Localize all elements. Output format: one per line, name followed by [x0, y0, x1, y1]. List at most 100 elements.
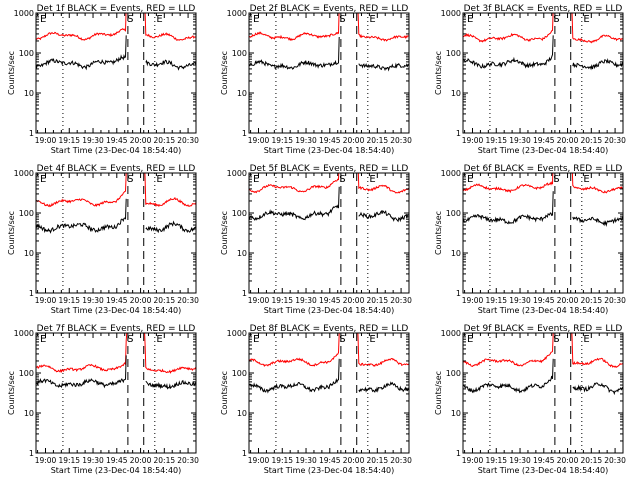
- x-tick-label: 19:00: [462, 456, 484, 465]
- x-tick-label: 20:30: [390, 296, 412, 305]
- x-tick-label: 19:15: [271, 296, 293, 305]
- end-marker-label: E: [369, 14, 375, 25]
- y-axis-label: Counts/sec: [220, 211, 229, 255]
- end-marker-label: E: [467, 174, 473, 185]
- x-tick-label: 19:00: [248, 296, 270, 305]
- panel-title: Det 3f BLACK = Events, RED = LLD: [464, 4, 623, 14]
- series-lld-line: [463, 13, 623, 44]
- y-tick-label: 100: [19, 369, 34, 378]
- x-tick-label: 19:30: [295, 136, 317, 145]
- end-marker-label: E: [583, 334, 589, 345]
- y-tick-label: 100: [232, 49, 247, 58]
- panel-det-8: Det 8f BLACK = Events, RED = LLD 1 10 100 10…: [220, 324, 412, 475]
- x-tick-label: 20:30: [390, 136, 412, 145]
- y-tick-label: 1: [29, 289, 34, 298]
- x-tick-label: 19:15: [271, 136, 293, 145]
- y-tick-label: 1000: [227, 169, 247, 178]
- series-events-line: [249, 36, 409, 72]
- y-tick-label: 100: [446, 209, 461, 218]
- x-tick-label: 20:30: [177, 456, 199, 465]
- plot-frame: [462, 332, 624, 454]
- end-marker-label: E: [156, 14, 162, 25]
- series-lld-line: [249, 333, 409, 368]
- panel-title: Det 1f BLACK = Events, RED = LLD: [37, 4, 196, 14]
- plot-frame: [35, 172, 197, 294]
- series-events-line: [249, 358, 409, 394]
- start-marker-label: S: [339, 334, 345, 345]
- x-tick-label: 20:00: [343, 136, 365, 145]
- y-tick-label: 1: [29, 449, 34, 458]
- x-tick-label: 20:30: [604, 456, 626, 465]
- panel-title: Det 8f BLACK = Events, RED = LLD: [250, 324, 409, 334]
- y-tick-label: 1000: [441, 169, 461, 178]
- y-tick-label: 1000: [14, 329, 34, 338]
- y-tick-label: 100: [232, 209, 247, 218]
- y-axis-label: Counts/sec: [220, 51, 229, 95]
- x-tick-label: 19:15: [271, 456, 293, 465]
- y-tick-label: 1: [29, 129, 34, 138]
- series-events-line: [463, 35, 623, 71]
- y-tick-label: 10: [451, 249, 461, 258]
- series-lld-line: [249, 173, 409, 194]
- panel-det-1: Det 1f BLACK = Events, RED = LLD 1 10 100 10…: [7, 4, 199, 155]
- x-tick-label: 20:15: [154, 296, 176, 305]
- y-tick-label: 1: [456, 129, 461, 138]
- x-tick-label: 20:30: [177, 296, 199, 305]
- y-tick-label: 1000: [227, 329, 247, 338]
- x-tick-label: 19:15: [58, 296, 80, 305]
- y-axis-label: Counts/sec: [434, 211, 443, 255]
- series-events-line: [249, 186, 409, 223]
- series-events-line: [36, 35, 196, 71]
- start-marker-label: S: [339, 174, 345, 185]
- x-tick-label: 20:15: [581, 296, 603, 305]
- series-events-line: [36, 198, 196, 234]
- y-axis-label: Counts/sec: [7, 211, 16, 255]
- panel-title: Det 2f BLACK = Events, RED = LLD: [250, 4, 409, 14]
- x-tick-label: 20:15: [367, 456, 389, 465]
- start-marker-label: S: [339, 14, 345, 25]
- y-tick-label: 100: [232, 369, 247, 378]
- x-tick-label: 20:30: [390, 456, 412, 465]
- end-marker-label: E: [253, 14, 259, 25]
- x-tick-label: 19:45: [319, 296, 341, 305]
- y-tick-label: 1000: [441, 329, 461, 338]
- y-axis-label: Counts/sec: [7, 371, 16, 415]
- start-marker-label: S: [127, 14, 133, 25]
- x-tick-label: 20:00: [130, 136, 152, 145]
- x-tick-label: 19:15: [58, 456, 80, 465]
- x-tick-label: 20:00: [343, 296, 365, 305]
- end-marker-label: E: [467, 14, 473, 25]
- end-marker-label: E: [583, 174, 589, 185]
- x-tick-label: 19:15: [485, 136, 507, 145]
- x-tick-label: 19:30: [509, 136, 531, 145]
- x-tick-label: 19:00: [35, 456, 57, 465]
- end-marker-label: E: [467, 334, 473, 345]
- end-marker-label: E: [40, 334, 46, 345]
- x-tick-label: 19:30: [295, 456, 317, 465]
- plot-frame: [248, 332, 410, 454]
- x-tick-label: 20:15: [367, 136, 389, 145]
- panel-det-4: Det 4f BLACK = Events, RED = LLD 1 10 100 10…: [7, 164, 199, 315]
- x-tick-label: 19:45: [106, 296, 128, 305]
- y-axis-label: Counts/sec: [220, 371, 229, 415]
- end-marker-label: E: [583, 14, 589, 25]
- plot-frame: [248, 12, 410, 134]
- y-tick-label: 10: [237, 89, 247, 98]
- start-marker-label: S: [553, 334, 559, 345]
- x-axis-label: Start Time (23-Dec-04 18:54:40): [264, 306, 395, 315]
- y-tick-label: 10: [24, 89, 34, 98]
- panel-det-7: Det 7f BLACK = Events, RED = LLD 1 10 100 10…: [7, 324, 199, 475]
- y-tick-label: 1: [456, 289, 461, 298]
- x-tick-label: 19:30: [82, 136, 104, 145]
- y-tick-label: 100: [19, 209, 34, 218]
- y-tick-label: 1000: [227, 9, 247, 18]
- x-tick-label: 20:00: [557, 136, 579, 145]
- x-tick-label: 19:15: [58, 136, 80, 145]
- x-tick-label: 20:15: [154, 456, 176, 465]
- panel-det-5: Det 5f BLACK = Events, RED = LLD 1 10 100 10…: [220, 164, 412, 315]
- x-tick-label: 20:00: [130, 456, 152, 465]
- y-tick-label: 1: [242, 449, 247, 458]
- x-tick-label: 20:15: [367, 296, 389, 305]
- x-tick-label: 19:30: [82, 296, 104, 305]
- x-tick-label: 20:00: [343, 456, 365, 465]
